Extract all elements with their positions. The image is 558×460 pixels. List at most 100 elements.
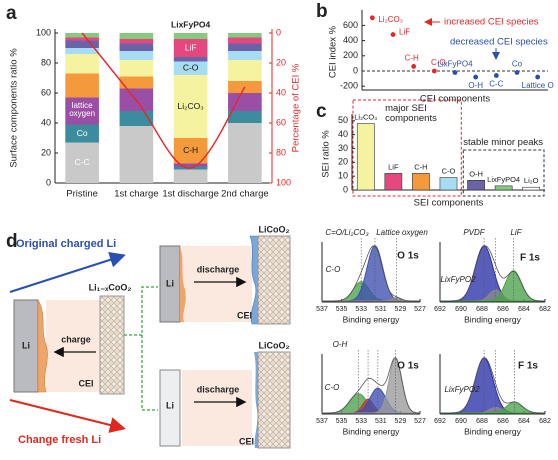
point-label: C-O xyxy=(431,58,446,67)
axis-title: CEI components xyxy=(420,94,490,105)
point-label: C-C xyxy=(489,80,503,89)
electrolyte xyxy=(182,370,252,446)
panel-label: a xyxy=(6,3,17,24)
electrolyte xyxy=(46,300,100,392)
bar-segment xyxy=(65,37,99,41)
x-tick-label: 2nd charge xyxy=(221,189,269,200)
cei-label: CEI xyxy=(237,310,252,320)
peak-annotation: PVDF xyxy=(463,228,485,237)
step-label: charge xyxy=(61,334,91,344)
x-tick-label: 533 xyxy=(355,418,367,425)
fit-envelope xyxy=(322,245,420,302)
bar-label: O-H xyxy=(469,169,483,178)
bar xyxy=(356,123,375,191)
panel-label: d xyxy=(6,231,18,252)
cei-line xyxy=(81,32,246,169)
x-tick-label: 527 xyxy=(414,418,426,425)
y-tick-label: 50 xyxy=(338,115,348,125)
segment-label: Co xyxy=(77,128,88,138)
peak-annotation: LixFyPO2 xyxy=(444,385,480,394)
cathode-label: LiCoO₂ xyxy=(259,340,290,350)
bar-label: LiF xyxy=(388,162,399,171)
bar-segment xyxy=(119,39,154,44)
x-tick-label: 684 xyxy=(518,418,530,425)
y-tick-label: 0 xyxy=(276,27,281,37)
anode-label: Li xyxy=(166,278,174,288)
axis-title: Binding energy xyxy=(343,426,400,436)
x-tick-label: 686 xyxy=(497,418,509,425)
bar-segment xyxy=(228,51,262,60)
bar-segment xyxy=(173,57,208,62)
cei-label: CEI xyxy=(78,378,93,388)
group-label: stable minor peaks xyxy=(463,137,544,148)
point xyxy=(493,73,499,78)
bar-segment xyxy=(228,111,262,123)
cathode xyxy=(257,351,291,449)
bar-label: C-H xyxy=(414,162,427,171)
bar-segment xyxy=(173,39,208,57)
x-tick-label: 1st charge xyxy=(114,189,158,200)
bar-segment xyxy=(65,73,99,98)
group-box xyxy=(352,99,462,197)
cathode xyxy=(257,235,291,325)
bar-segment xyxy=(228,93,262,111)
bar-label: Li₂CO₃ xyxy=(354,113,377,122)
y-tick-label: 200 xyxy=(343,50,358,60)
anode xyxy=(13,299,39,393)
element-label: F 1s xyxy=(520,253,540,264)
element-label: F 1s xyxy=(518,361,538,372)
anode-label: Li xyxy=(166,400,174,410)
anode xyxy=(159,369,181,447)
x-tick-label: 1st discharge xyxy=(162,189,219,200)
bar-segment xyxy=(119,60,154,77)
bar-segment xyxy=(119,111,154,126)
y-tick-label: 30 xyxy=(338,143,348,153)
bar-segment xyxy=(173,169,208,183)
fit-envelope xyxy=(439,357,546,414)
x-tick-label: 688 xyxy=(476,306,488,313)
bar-label: Li₂O xyxy=(524,176,539,185)
bar-segment xyxy=(173,163,208,167)
y-tick-label: 0 xyxy=(353,65,358,75)
bar-segment xyxy=(65,97,99,125)
cei-layer xyxy=(254,352,258,448)
point-label: Co xyxy=(512,60,523,69)
y-tick-label: 0 xyxy=(343,184,348,194)
point xyxy=(535,74,541,80)
peak-annotation: LixFyPO2 xyxy=(440,275,476,284)
y-tick-label: 80 xyxy=(41,57,51,67)
cei-layer xyxy=(249,235,259,325)
x-tick-label: 692 xyxy=(434,418,446,425)
point xyxy=(411,64,417,69)
point xyxy=(390,32,396,37)
peak-annotation: C-O xyxy=(325,383,340,392)
cathode-label: LiCoO₂ xyxy=(259,224,290,234)
x-tick-label: 686 xyxy=(497,306,509,313)
y-tick-label: 100 xyxy=(276,177,291,187)
bar-segment xyxy=(65,33,99,38)
bar-label: LixFyPO4 xyxy=(487,175,520,184)
point-label: LiF xyxy=(399,28,410,37)
connector xyxy=(124,286,158,411)
element-label: O 1s xyxy=(397,251,419,262)
y-tick-label: 60 xyxy=(41,87,51,97)
bar-segment xyxy=(173,61,208,75)
peak-annotation: C-O xyxy=(326,265,341,274)
point-label: LixFyPO4 xyxy=(437,60,473,69)
bar-segment xyxy=(173,33,208,39)
segment-label: LixFyPO4 xyxy=(171,19,210,29)
y-tick-label: 20 xyxy=(276,57,286,67)
element-label: O 1s xyxy=(397,361,419,372)
segment-label: Li₂CO₃ xyxy=(178,101,204,111)
cathode-label: Li₁₋ₓCoO₂ xyxy=(89,282,132,292)
route-arrow xyxy=(9,399,126,433)
bar-segment xyxy=(173,75,208,138)
cei-label: CEI xyxy=(239,436,254,446)
segment-label: LiF xyxy=(185,42,197,52)
x-tick-label: 537 xyxy=(316,418,328,425)
bar-segment xyxy=(65,40,99,48)
point-label: C-H xyxy=(405,54,419,63)
y-tick-label: 400 xyxy=(343,35,358,45)
